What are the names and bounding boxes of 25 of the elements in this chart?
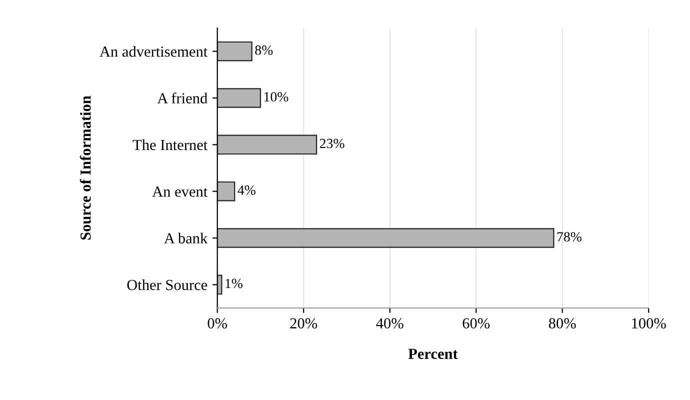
data-label: 1%: [226, 278, 242, 288]
bar: [217, 88, 262, 108]
x-tick-label: 20%: [290, 318, 318, 329]
x-tick-label: 80%: [548, 318, 576, 329]
data-label: 78%: [557, 232, 582, 242]
bar: [217, 134, 318, 155]
y-tick-label: A bank: [164, 232, 208, 244]
x-tick-label: 40%: [376, 318, 404, 329]
data-label: 23%: [320, 138, 344, 148]
x-tick-label: 60%: [462, 318, 490, 329]
y-tick-label: A friend: [157, 92, 208, 104]
x-tick-label: 100%: [632, 318, 666, 329]
bar: [217, 228, 554, 248]
y-tick-label: Other Source: [127, 279, 208, 290]
data-label: 10%: [264, 92, 288, 102]
y-tick-label: The Internet: [132, 139, 208, 150]
y-tick-label: An event: [152, 186, 208, 197]
y-axis-title: Source of Information: [80, 96, 91, 240]
y-tick-label: An advertisement: [100, 46, 208, 57]
data-label: 8%: [255, 45, 273, 55]
x-tick-label: 0%: [208, 318, 228, 329]
bar: [217, 41, 252, 62]
bar: [217, 181, 236, 202]
data-label: 4%: [238, 185, 256, 195]
x-axis-title: Percent: [408, 348, 458, 359]
